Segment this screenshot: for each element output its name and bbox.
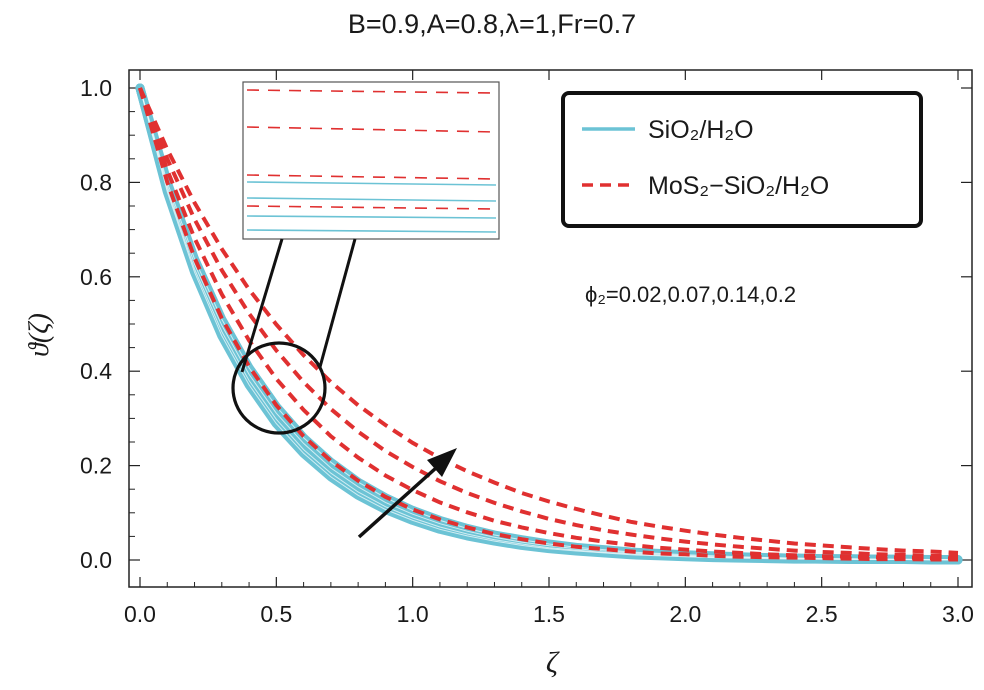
x-axis-label: ζ [546, 646, 560, 679]
legend-frame [561, 91, 923, 228]
x-tick-label: 1.0 [397, 601, 429, 627]
inset-frame [242, 81, 500, 240]
x-tick-label: 2.5 [806, 601, 838, 627]
series-line-mos2-sio2 [138, 87, 959, 555]
y-tick-labels: 0.0 0.2 0.4 0.6 0.8 1.0 [80, 75, 112, 573]
y-tick-label: 0.0 [80, 547, 112, 573]
y-tick-label: 0.4 [80, 358, 112, 384]
arrow-shaft [357, 466, 438, 539]
legend: SiO₂/H₂O MoS₂−SiO₂/H₂O [561, 91, 923, 228]
arrow-head [427, 448, 457, 477]
x-tick-labels: 0.0 0.5 1.0 1.5 2.0 2.5 3.0 [124, 601, 974, 627]
x-tick-label: 0.5 [260, 601, 292, 627]
inset-solid-line [246, 215, 497, 219]
inset-solid-line [246, 229, 497, 233]
trend-arrow [357, 448, 457, 539]
y-tick-label: 0.2 [80, 453, 112, 479]
phi-annotation: ϕ₂=0.02,0.07,0.14,0.2 [585, 282, 796, 307]
zoom-connector [318, 238, 357, 368]
legend-label-sio2: SiO₂/H₂O [648, 116, 754, 144]
series-group [135, 83, 963, 565]
x-tick-label: 0.0 [124, 601, 156, 627]
y-tick-label: 0.8 [80, 169, 112, 195]
zoom-inset [231, 81, 500, 435]
x-tick-label: 1.5 [533, 601, 565, 627]
legend-label-mos2-sio2: MoS₂−SiO₂/H₂O [648, 172, 829, 200]
zoom-circle [231, 341, 327, 435]
zoom-connector [240, 238, 284, 373]
y-tick-label: 1.0 [80, 75, 112, 101]
inset-solid-line [246, 181, 497, 186]
chart-title: B=0.9,A=0.8,λ=1,Fr=0.7 [348, 9, 636, 39]
y-axis-label: ϑ(ζ) [24, 313, 55, 357]
series-line-mos2-sio2 [138, 87, 959, 559]
series-line-mos2-sio2 [138, 87, 958, 562]
y-tick-label: 0.6 [80, 264, 112, 290]
tick-marks [129, 70, 972, 587]
x-tick-label: 3.0 [942, 601, 974, 627]
x-tick-label: 2.0 [669, 601, 701, 627]
inset-solid-line [246, 197, 497, 202]
